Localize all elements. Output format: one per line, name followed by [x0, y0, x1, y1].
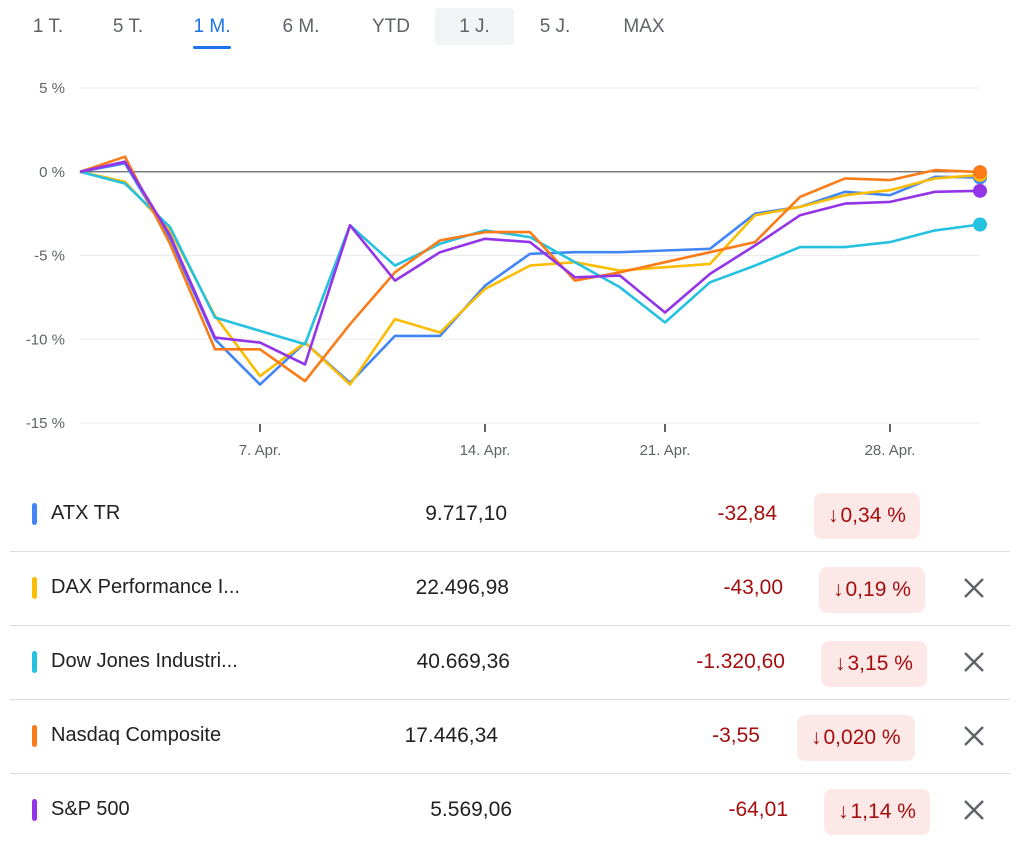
instrument-change: -1.320,60 [696, 650, 785, 673]
instrument-name: S&P 500 [51, 798, 130, 820]
instrument-name: Nasdaq Composite [51, 724, 222, 746]
y-tick-label: -10 % [26, 331, 65, 348]
close-icon[interactable] [960, 574, 988, 602]
percent-change: 0,19 % [845, 578, 911, 601]
close-icon[interactable] [960, 796, 988, 824]
arrow-down-icon: ↓ [833, 578, 844, 601]
range-tabs: 1 T. 5 T. 1 M. 6 M. YTD 1 J. 5 J. MAX [0, 8, 700, 46]
x-tick-label: 28. Apr. [865, 442, 916, 459]
instrument-change: -43,00 [723, 576, 783, 599]
x-tick-label: 14. Apr. [460, 442, 511, 459]
percent-change-badge: ↓3,15 % [821, 641, 927, 687]
instrument-value: 9.717,10 [425, 502, 507, 525]
tab-5-days[interactable]: 5 T. [112, 16, 144, 37]
percent-change: 0,020 % [823, 726, 901, 749]
instrument-change: -64,01 [728, 798, 788, 821]
tab-1-year[interactable]: 1 J. [435, 8, 514, 45]
arrow-down-icon: ↓ [835, 652, 846, 675]
y-tick-label: -5 % [34, 248, 65, 265]
instrument-value: 17.446,34 [404, 724, 498, 747]
instrument-value: 5.569,06 [430, 798, 512, 821]
percent-change-badge: ↓0,020 % [797, 715, 915, 761]
chart-grid [80, 87, 980, 424]
series-color-marker [32, 725, 37, 747]
comparison-line-chart: 5 % 0 % -5 % -10 % -15 % 7. Apr. 14. Apr. 21. … [26, 80, 987, 459]
series-color-marker [32, 799, 37, 821]
series-line [79, 155, 981, 383]
tab-6-months[interactable]: 6 M. [282, 16, 320, 37]
x-tick-label: 7. Apr. [239, 442, 282, 459]
instrument-name: Dow Jones Industri... [51, 650, 238, 672]
table-row[interactable]: ATX TR 9.717,10 -32,84 ↓0,34 % [10, 478, 1010, 552]
instrument-name: ATX TR [51, 502, 121, 524]
percent-change: 0,34 % [840, 504, 906, 527]
table-row[interactable]: S&P 500 5.569,06 -64,01 ↓1,14 % [10, 774, 1010, 847]
y-tick-label: -15 % [26, 415, 65, 432]
series-end-point [973, 165, 987, 180]
y-axis-ticks: 5 % 0 % -5 % -10 % -15 % [26, 80, 65, 432]
y-tick-label: 0 % [39, 164, 65, 181]
instrument-change: -32,84 [717, 502, 777, 525]
percent-change: 3,15 % [847, 652, 913, 675]
close-icon[interactable] [960, 722, 988, 750]
tab-1-month[interactable]: 1 M. [182, 8, 242, 45]
series-end-point [973, 217, 987, 232]
table-row[interactable]: DAX Performance I... 22.496,98 -43,00 ↓0… [10, 552, 1010, 626]
x-tick-label: 21. Apr. [640, 442, 691, 459]
tab-1-day[interactable]: 1 T. [32, 16, 64, 37]
tab-ytd[interactable]: YTD [372, 16, 410, 37]
series-end-point [973, 183, 987, 198]
series-line [79, 170, 981, 346]
instrument-value: 40.669,36 [416, 650, 510, 673]
tab-max[interactable]: MAX [623, 16, 665, 37]
arrow-down-icon: ↓ [838, 800, 849, 823]
series-color-marker [32, 651, 37, 673]
series-lines [79, 155, 981, 386]
series-line [79, 170, 981, 386]
series-end-dots [973, 165, 987, 232]
instrument-change: -3,55 [712, 724, 760, 747]
percent-change-badge: ↓0,34 % [814, 493, 920, 539]
table-row[interactable]: Nasdaq Composite 17.446,34 -3,55 ↓0,020 … [10, 700, 1010, 774]
close-icon[interactable] [960, 648, 988, 676]
instrument-name: DAX Performance I... [51, 576, 240, 598]
percent-change-badge: ↓0,19 % [819, 567, 925, 613]
x-axis-ticks: 7. Apr. 14. Apr. 21. Apr. 28. Apr. [239, 424, 916, 459]
series-line [79, 160, 981, 366]
series-color-marker [32, 577, 37, 599]
percent-change-badge: ↓1,14 % [824, 789, 930, 835]
series-line [79, 162, 981, 386]
instrument-value: 22.496,98 [415, 576, 509, 599]
arrow-down-icon: ↓ [828, 504, 839, 527]
y-tick-label: 5 % [39, 80, 65, 97]
tab-5-years[interactable]: 5 J. [539, 16, 571, 37]
table-row[interactable]: Dow Jones Industri... 40.669,36 -1.320,6… [10, 626, 1010, 700]
arrow-down-icon: ↓ [811, 726, 822, 749]
percent-change: 1,14 % [850, 800, 916, 823]
series-color-marker [32, 503, 37, 525]
